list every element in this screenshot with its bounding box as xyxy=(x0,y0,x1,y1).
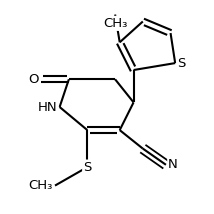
Text: O: O xyxy=(28,73,39,86)
Text: CH₃: CH₃ xyxy=(103,17,127,30)
Text: S: S xyxy=(177,56,186,70)
Text: HN: HN xyxy=(38,101,57,113)
Text: N: N xyxy=(168,158,178,171)
Text: S: S xyxy=(83,160,92,174)
Text: CH₃: CH₃ xyxy=(28,179,53,192)
